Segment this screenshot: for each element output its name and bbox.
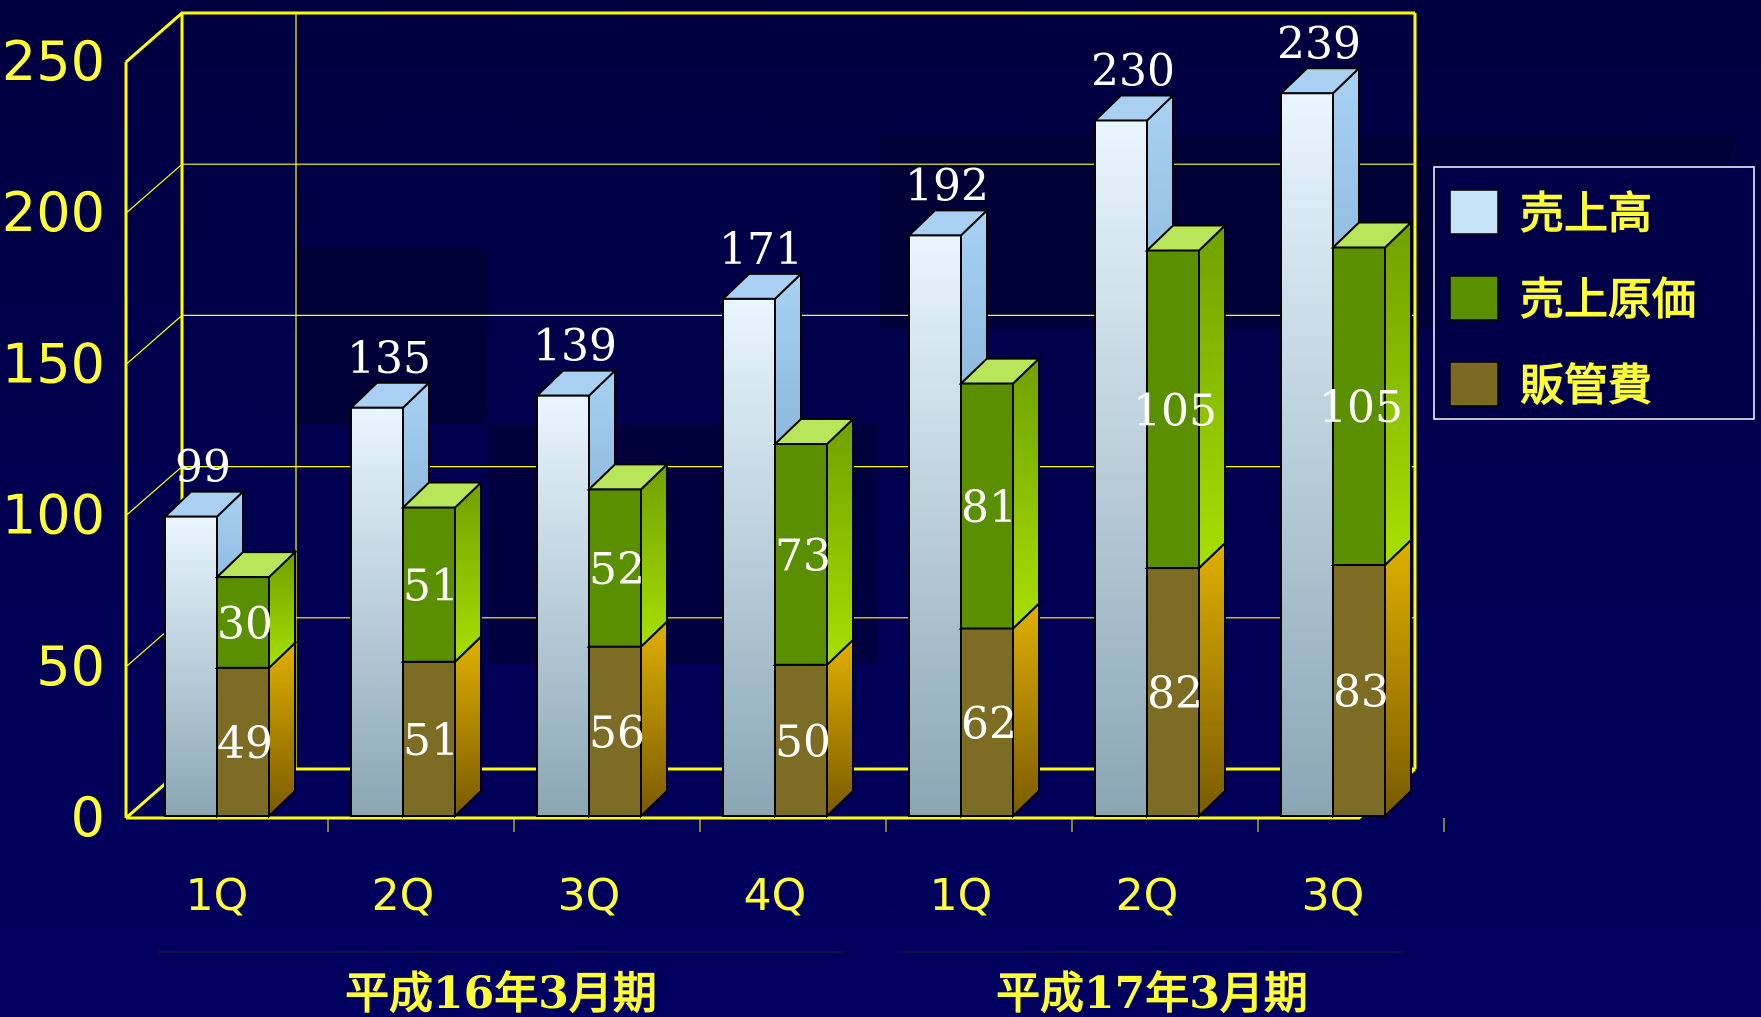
y-tick-label: 200 xyxy=(2,181,105,244)
bar-cogs xyxy=(400,480,484,665)
x-tick-label: 1Q xyxy=(930,870,993,921)
legend-swatch xyxy=(1449,189,1499,235)
data-label-sga: 82 xyxy=(1147,668,1203,719)
data-label-sales: 192 xyxy=(905,160,989,211)
bar-cogs xyxy=(772,416,856,668)
y-axis-ticks: 0 50 100 150 200 250 xyxy=(2,30,105,849)
data-labels-layer: 99 49 30 135 51 51 139 56 52 171 50 73 192 62 81 230 82 1… xyxy=(175,18,1403,769)
bar-cogs xyxy=(214,549,298,671)
x-tick-label: 2Q xyxy=(372,870,435,921)
y-tick-label: 150 xyxy=(2,332,105,395)
y-tick-label: 250 xyxy=(2,30,105,93)
data-label-cogs: 105 xyxy=(1133,385,1217,436)
bar-front xyxy=(588,488,642,648)
data-label-cogs: 52 xyxy=(589,544,645,595)
bar-front xyxy=(774,663,828,817)
bar-front xyxy=(908,234,962,817)
bars-layer xyxy=(162,65,1414,819)
bar-front xyxy=(402,506,456,663)
data-label-sga: 56 xyxy=(589,707,645,758)
bar-front xyxy=(536,394,590,817)
x-tick-label: 3Q xyxy=(1302,870,1365,921)
group-label: 平成17年3月期 xyxy=(996,968,1308,1017)
bar-front xyxy=(1094,119,1148,818)
chart-frame xyxy=(124,11,1417,820)
data-label-cogs: 81 xyxy=(961,482,1017,533)
data-label-cogs: 51 xyxy=(403,561,459,612)
bar-front xyxy=(402,660,456,817)
bar-cogs xyxy=(586,462,670,650)
data-label-sales: 239 xyxy=(1277,18,1361,69)
y-tick-label: 100 xyxy=(2,484,105,547)
legend-label: 販管費 xyxy=(1520,360,1652,411)
bar-front xyxy=(1146,567,1200,817)
bar-front xyxy=(1280,92,1334,818)
bar-front xyxy=(216,576,270,669)
data-label-sga: 50 xyxy=(775,716,831,767)
x-tick-label: 2Q xyxy=(1116,870,1179,921)
bar-front xyxy=(164,515,218,818)
legend-swatch xyxy=(1449,275,1499,321)
data-label-sga: 83 xyxy=(1333,667,1389,718)
bar-cogs xyxy=(958,356,1042,631)
bar-front xyxy=(1332,246,1386,567)
legend-label: 売上原価 xyxy=(1520,274,1696,325)
x-tick-label: 4Q xyxy=(744,870,807,921)
bar-cogs xyxy=(1330,220,1414,568)
bar-front xyxy=(1146,249,1200,570)
x-axis-groups: 平成16年3月期 平成17年3月期 xyxy=(157,951,1403,1017)
bar-front xyxy=(960,382,1014,630)
data-label-sales: 139 xyxy=(533,321,617,372)
data-label-sales: 99 xyxy=(175,442,231,493)
legend-swatch xyxy=(1449,361,1499,407)
legend-label: 売上高 xyxy=(1520,188,1652,239)
data-label-sales: 230 xyxy=(1091,45,1175,96)
data-label-sales: 171 xyxy=(719,224,803,275)
y-tick-label: 50 xyxy=(36,635,105,698)
data-label-sga: 62 xyxy=(961,698,1017,749)
data-label-cogs: 105 xyxy=(1319,382,1403,433)
bar-front xyxy=(722,297,776,817)
x-axis-ticks: 1Q 2Q 3Q 4Q 1Q 2Q 3Q xyxy=(186,818,1445,921)
y-tick-label: 0 xyxy=(71,786,105,849)
x-tick-label: 3Q xyxy=(558,870,621,921)
x-tick-label: 1Q xyxy=(186,870,249,921)
data-label-cogs: 30 xyxy=(217,598,273,649)
bar-cogs xyxy=(1144,223,1228,571)
data-label-sga: 51 xyxy=(403,715,459,766)
bar-front xyxy=(350,406,404,817)
bar-front xyxy=(774,443,828,666)
data-label-cogs: 73 xyxy=(775,530,831,581)
group-label: 平成16年3月期 xyxy=(345,968,657,1017)
bar-front xyxy=(216,666,270,817)
data-label-sga: 49 xyxy=(217,718,273,769)
gridline xyxy=(125,11,1415,64)
data-label-sales: 135 xyxy=(347,333,431,384)
bar-front xyxy=(960,627,1014,818)
bar-front xyxy=(1332,564,1386,817)
bar-sales xyxy=(906,208,990,819)
